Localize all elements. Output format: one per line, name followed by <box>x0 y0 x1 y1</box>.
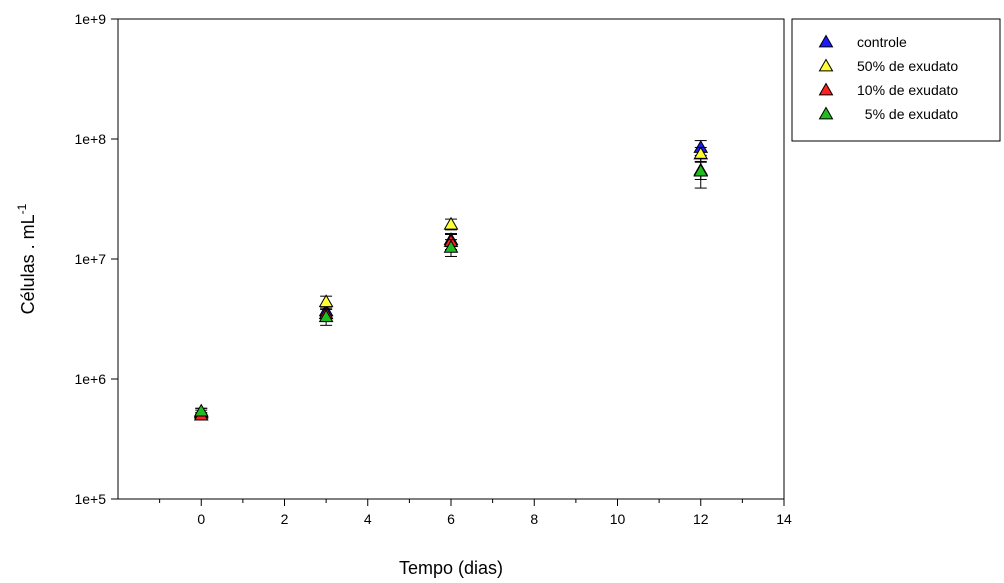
y-tick-label: 1e+7 <box>74 251 106 267</box>
legend-label: 5% de exudato <box>857 106 958 122</box>
y-tick-label: 1e+9 <box>74 11 106 27</box>
series-0 <box>193 139 709 418</box>
data-point <box>193 403 209 417</box>
x-tick-label: 4 <box>364 511 372 527</box>
series-2 <box>193 161 709 421</box>
legend-label: 10% de exudato <box>857 82 958 98</box>
x-tick-label: 0 <box>197 511 205 527</box>
series-1 <box>193 146 709 419</box>
data-point <box>443 239 459 253</box>
x-tick-label: 12 <box>693 511 709 527</box>
x-axis-title: Tempo (dias) <box>399 558 503 578</box>
data-point <box>443 216 459 230</box>
y-tick-label: 1e+5 <box>74 491 106 507</box>
data-point <box>693 163 709 177</box>
y-axis-title-main: Células . mL <box>18 214 38 314</box>
axes: 0 2 4 6 8 10 12 14 1e+5 1e+6 1e+7 1e+8 1e+9 <box>74 11 792 527</box>
legend-label: controle <box>857 34 907 50</box>
legend-marker <box>818 82 834 96</box>
data-point <box>318 294 334 308</box>
legend: controle 50% de exudato 10% de exudato 5% … <box>791 18 1001 142</box>
plot-frame <box>117 18 785 500</box>
x-tick-label: 6 <box>447 511 455 527</box>
y-axis-title-superscript: -1 <box>15 203 29 214</box>
x-tick-label: 8 <box>530 511 538 527</box>
legend-label: 50% de exudato <box>857 58 958 74</box>
y-axis-title: Células . mL-1 <box>15 203 38 314</box>
series-3 <box>193 157 709 417</box>
y-tick-label: 1e+6 <box>74 371 106 387</box>
legend-marker <box>818 58 834 72</box>
legend-marker <box>818 106 834 120</box>
x-tick-label: 10 <box>610 511 626 527</box>
x-tick-label: 2 <box>281 511 289 527</box>
y-tick-label: 1e+8 <box>74 131 106 147</box>
data-point <box>318 309 334 323</box>
data-marks <box>193 139 709 421</box>
plot-area <box>117 18 785 500</box>
legend-marker <box>818 34 834 48</box>
x-tick-label: 14 <box>776 511 792 527</box>
